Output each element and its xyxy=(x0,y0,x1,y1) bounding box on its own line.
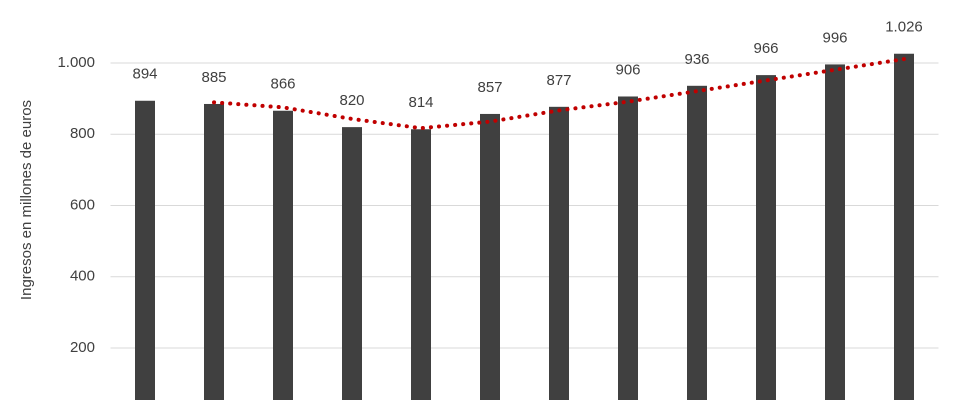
data-label: 866 xyxy=(270,76,295,93)
bar xyxy=(273,110,293,400)
bar xyxy=(618,96,638,400)
data-label: 1.026 xyxy=(885,19,923,36)
data-label: 936 xyxy=(684,51,709,68)
bar xyxy=(480,113,500,400)
data-label: 885 xyxy=(201,69,226,86)
trend-line xyxy=(212,57,906,131)
bar xyxy=(204,103,224,400)
data-label: 894 xyxy=(132,66,157,83)
y-tick-label: 200 xyxy=(70,339,95,356)
y-tick-label: 400 xyxy=(70,268,95,285)
data-label: 906 xyxy=(615,61,640,78)
y-axis-title: Ingresos en millones de euros xyxy=(18,100,35,300)
bar xyxy=(756,75,776,400)
bar xyxy=(825,64,845,400)
data-label: 996 xyxy=(822,29,847,46)
bar xyxy=(549,106,569,400)
y-tick-label: 600 xyxy=(70,196,95,213)
bar xyxy=(687,85,707,400)
data-label: 820 xyxy=(339,92,364,109)
data-label: 857 xyxy=(477,79,502,96)
y-tick-label: 1.000 xyxy=(57,54,95,71)
bar xyxy=(342,127,362,400)
y-tick-label: 800 xyxy=(70,125,95,142)
bar xyxy=(135,100,155,400)
data-label: 966 xyxy=(753,40,778,57)
data-label: 814 xyxy=(408,94,433,111)
data-label: 877 xyxy=(546,72,571,89)
bar xyxy=(411,129,431,400)
bar xyxy=(894,53,914,400)
